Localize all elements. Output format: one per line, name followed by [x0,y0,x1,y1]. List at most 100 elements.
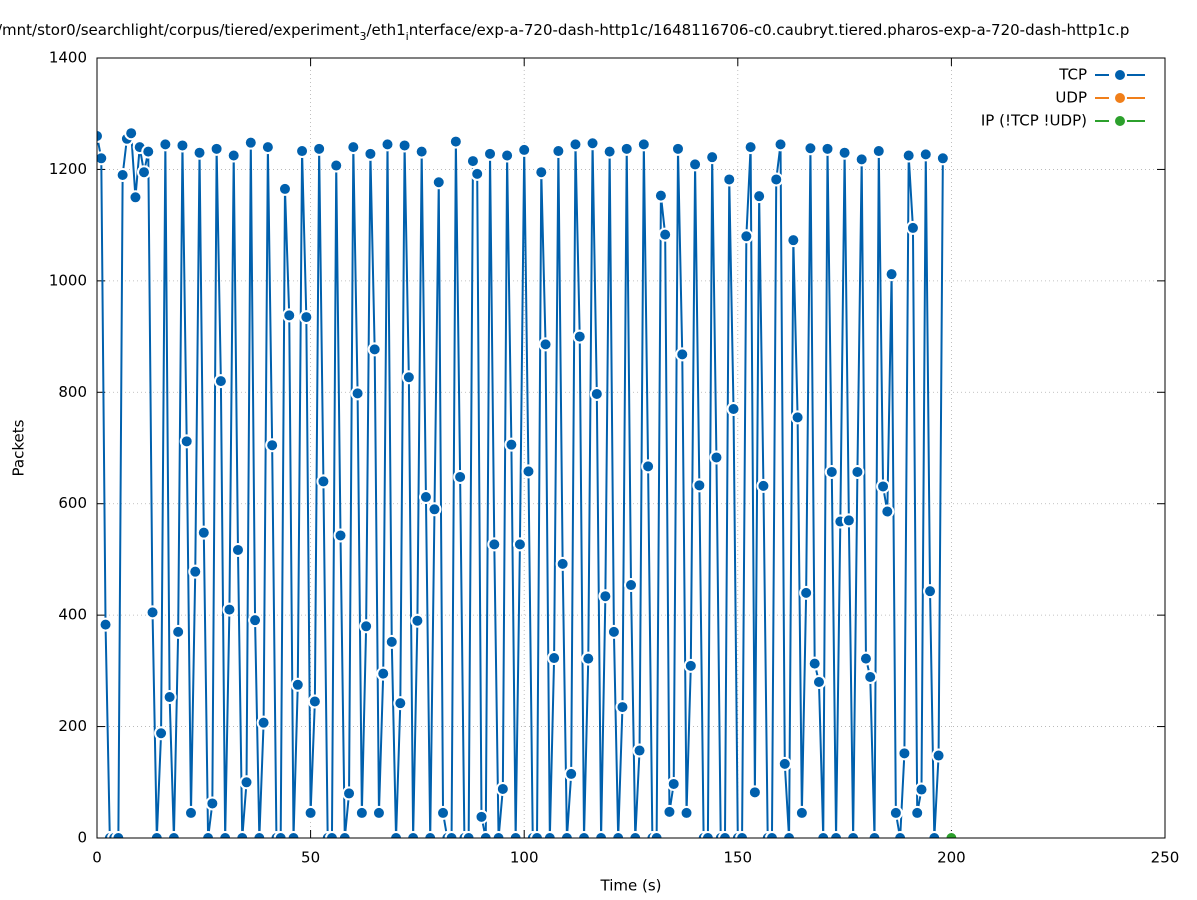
data-point [611,831,626,838]
data-point [820,141,835,156]
data-point [265,438,280,453]
data-point [465,154,480,169]
data-point [149,831,164,838]
data-point [282,308,297,323]
y-tick-label: 1400 [49,49,87,67]
x-tick-label: 150 [723,849,752,867]
data-point [931,748,946,763]
data-point [692,478,707,493]
data-point [235,831,250,838]
data-point [329,158,344,173]
legend-marker [1113,68,1127,82]
data-point [534,165,549,180]
data-point [508,831,523,838]
legend-label: IP (!TCP !UDP) [981,112,1087,130]
x-tick-label: 100 [510,849,539,867]
data-point [444,831,459,838]
data-point [273,831,288,838]
data-point [260,140,275,155]
data-point [312,141,327,156]
data-point [342,786,357,801]
y-tick-label: 0 [77,829,87,847]
data-point [807,656,822,671]
data-point [171,624,186,639]
data-point [700,831,715,838]
title-part: 3 [359,30,366,43]
data-point [854,152,869,167]
data-point [649,831,664,838]
data-point [927,831,942,838]
data-point [893,831,908,838]
y-tick-label: 400 [58,606,87,624]
data-point [923,584,938,599]
data-point [564,766,579,781]
data-point [709,450,724,465]
title-part: /eth1 [366,21,405,39]
legend-label: UDP [1055,89,1087,107]
data-point [769,172,784,187]
data-point [363,146,378,161]
data-point [521,464,536,479]
y-tick-label: 800 [58,383,87,401]
data-point [414,144,429,159]
data-point [277,181,292,196]
data-point [97,129,104,143]
data-point [299,310,314,325]
x-tick-label: 0 [92,849,102,867]
data-point [290,677,305,692]
title-part: nterface/exp-a-720-dash-http1c/164811670… [409,21,1130,39]
data-point [230,542,245,557]
data-point [286,831,301,838]
data-point [196,525,211,540]
data-point [517,142,532,157]
y-tick-label: 1000 [49,271,87,289]
data-point [239,775,254,790]
data-point [863,669,878,684]
data-point [577,831,592,838]
data-point [192,145,207,160]
data-point [905,220,920,235]
title-part: i [406,30,409,43]
data-point [880,504,895,519]
data-point [717,831,732,838]
data-point [619,141,634,156]
data-point [688,157,703,172]
data-point [478,831,493,838]
data-point [910,805,925,820]
data-point [436,805,451,820]
data-point [397,138,412,153]
data-point [188,564,203,579]
data-point [547,651,562,666]
data-point [747,785,762,800]
data-point [871,144,886,159]
x-axis-label: Time (s) [600,877,662,895]
data-point [252,831,267,838]
data-point [354,805,369,820]
data-point [530,831,545,838]
data-point [307,694,322,709]
plot-area [97,126,959,838]
chart-title: /mnt/stor0/searchlight/corpus/tiered/exp… [0,21,1129,43]
data-point [97,151,109,166]
data-point [615,700,630,715]
data-point [670,141,685,156]
data-point [743,140,758,155]
data-point [453,469,468,484]
data-point [495,781,510,796]
data-point [897,746,912,761]
data-point [653,188,668,203]
data-point [213,374,228,389]
data-point [739,229,754,244]
series-line [97,130,944,838]
data-point [735,831,750,838]
data-point [295,144,310,159]
data-point [581,651,596,666]
data-point [636,137,651,152]
data-point [790,410,805,425]
data-point [598,589,613,604]
data-point [628,831,643,838]
data-point [376,666,391,681]
data-point [128,190,143,205]
data-point [504,437,519,452]
data-point [512,537,527,552]
